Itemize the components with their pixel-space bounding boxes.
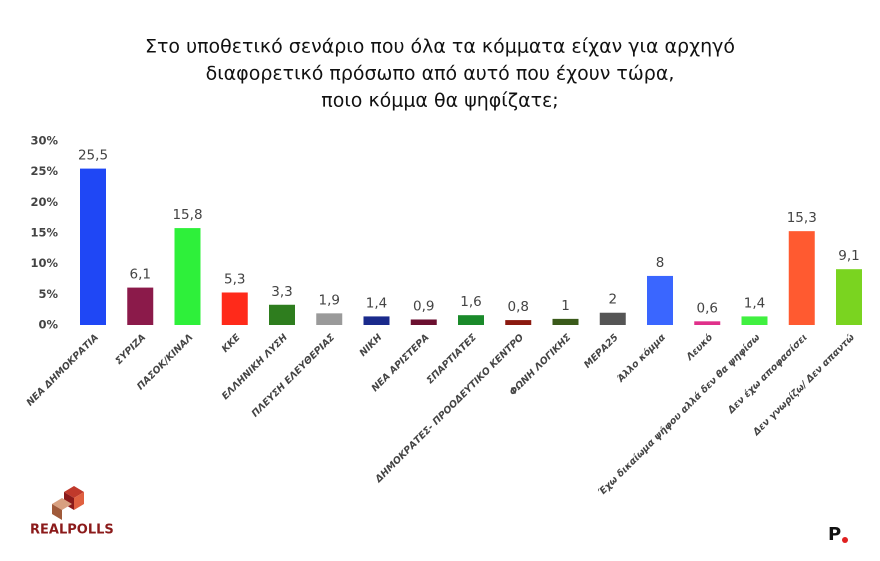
bar	[80, 168, 106, 325]
bar	[221, 292, 248, 325]
value-label: 5,3	[224, 271, 245, 287]
bar	[316, 313, 343, 325]
value-label: 0,8	[508, 299, 529, 315]
bar	[788, 231, 815, 325]
bar	[269, 304, 295, 325]
bar	[599, 312, 626, 325]
bar	[410, 319, 437, 325]
value-label: 1,4	[744, 295, 765, 311]
value-label: 0,6	[697, 300, 718, 316]
value-label: 0,9	[413, 298, 434, 314]
bar	[836, 269, 862, 325]
chart-title: διαφορετικό πρόσωπο από αυτό που έχουν τ…	[206, 63, 675, 85]
logo-text: REALPOLLS	[30, 523, 114, 538]
y-tick-label: 10%	[30, 256, 58, 270]
y-tick-label: 20%	[30, 195, 58, 209]
y-tick-label: 15%	[30, 226, 58, 240]
x-tick-label: Έχω δικαίωμα ψήφου αλλά δεν θα ψηφίσω	[597, 332, 763, 498]
bar	[647, 275, 673, 325]
value-label: 15,3	[787, 210, 817, 226]
realpolls-logo: REALPOLLS	[30, 486, 114, 538]
bar	[458, 315, 484, 325]
bar	[174, 228, 201, 325]
bar	[741, 316, 768, 325]
x-tick-label: Δεν έχω αποφασίσει	[725, 332, 809, 416]
value-label: 1,9	[319, 292, 340, 308]
value-label: 15,8	[172, 207, 202, 223]
x-tick-label: ΚΚΕ	[220, 332, 243, 355]
value-label: 1	[561, 298, 570, 314]
brand-dot	[842, 537, 848, 543]
bar	[505, 320, 532, 325]
x-tick-label: ΝΕΑ ΔΗΜΟΚΡΑΤΙΑ	[25, 332, 101, 408]
value-label: 1,6	[460, 294, 481, 310]
bar	[127, 287, 154, 325]
chart-title: ποιο κόμμα θα ψηφίζατε;	[321, 90, 558, 112]
x-tick-label: ΣΥΡΙΖΑ	[113, 332, 148, 367]
x-tick-label: ΠΛΕΥΣΗ ΕΛΕΥΘΕΡΙΑΣ	[250, 332, 338, 420]
y-tick-label: 25%	[30, 164, 58, 178]
x-tick-label: ΝΙΚΗ	[358, 332, 385, 359]
y-tick-label: 0%	[38, 318, 58, 332]
x-tick-label: ΜΕΡΑ25	[582, 332, 621, 371]
brand-logo: P	[828, 524, 841, 545]
value-label: 2	[608, 292, 617, 308]
value-label: 6,1	[130, 267, 151, 283]
y-tick-label: 30%	[30, 134, 58, 148]
bar	[552, 318, 579, 325]
value-label: 8	[656, 255, 665, 271]
value-label: 9,1	[838, 248, 859, 264]
y-tick-label: 5%	[38, 287, 58, 301]
x-tick-label: Δεν γνωρίζω/ Δεν απαντώ	[750, 332, 856, 438]
value-label: 3,3	[271, 284, 292, 300]
bar	[694, 321, 721, 325]
x-tick-label: Άλλο κόμμα	[615, 332, 669, 386]
value-label: 25,5	[78, 148, 108, 164]
x-tick-label: Λευκό	[684, 332, 716, 364]
chart-title: Στο υποθετικό σενάριο που όλα τα κόμματα…	[145, 36, 735, 58]
bar	[363, 316, 390, 325]
value-label: 1,4	[366, 295, 387, 311]
